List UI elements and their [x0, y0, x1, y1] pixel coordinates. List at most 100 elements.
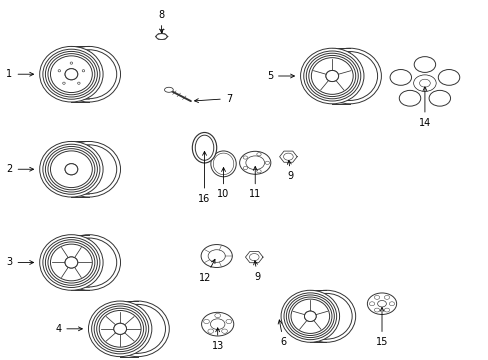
- Ellipse shape: [48, 242, 95, 283]
- Circle shape: [437, 69, 459, 85]
- Circle shape: [399, 90, 420, 106]
- Ellipse shape: [45, 51, 97, 97]
- Text: 5: 5: [266, 71, 294, 81]
- Circle shape: [413, 75, 435, 91]
- Ellipse shape: [50, 244, 92, 281]
- Ellipse shape: [48, 149, 95, 190]
- Ellipse shape: [195, 135, 213, 160]
- Ellipse shape: [78, 82, 80, 84]
- Ellipse shape: [325, 71, 338, 82]
- Circle shape: [208, 250, 225, 262]
- Circle shape: [384, 308, 389, 312]
- Circle shape: [374, 308, 379, 312]
- Ellipse shape: [43, 238, 100, 288]
- Text: 13: 13: [211, 328, 224, 351]
- Circle shape: [413, 75, 435, 91]
- Text: 6: 6: [278, 320, 286, 347]
- Ellipse shape: [116, 325, 124, 332]
- Circle shape: [388, 302, 394, 306]
- Ellipse shape: [97, 308, 143, 350]
- Ellipse shape: [300, 48, 363, 104]
- Circle shape: [428, 90, 449, 106]
- Ellipse shape: [65, 164, 78, 175]
- Ellipse shape: [94, 306, 146, 352]
- Circle shape: [249, 253, 259, 261]
- Ellipse shape: [288, 297, 331, 336]
- Ellipse shape: [65, 164, 78, 175]
- Ellipse shape: [114, 323, 126, 334]
- Text: 7: 7: [194, 94, 231, 104]
- Circle shape: [221, 329, 227, 333]
- Circle shape: [368, 302, 374, 306]
- Ellipse shape: [284, 293, 336, 340]
- Ellipse shape: [70, 62, 73, 64]
- Circle shape: [214, 314, 220, 318]
- Text: 3: 3: [6, 257, 34, 267]
- Circle shape: [413, 57, 435, 72]
- Circle shape: [283, 153, 293, 160]
- Text: 16: 16: [198, 152, 210, 204]
- Circle shape: [201, 312, 233, 336]
- Ellipse shape: [67, 71, 75, 78]
- Ellipse shape: [50, 56, 92, 93]
- Circle shape: [389, 69, 411, 85]
- Circle shape: [243, 156, 247, 159]
- Circle shape: [374, 296, 379, 299]
- Ellipse shape: [308, 55, 355, 96]
- Ellipse shape: [58, 70, 61, 72]
- Text: 8: 8: [158, 10, 164, 33]
- Ellipse shape: [290, 299, 329, 333]
- Ellipse shape: [99, 310, 141, 347]
- Ellipse shape: [43, 144, 100, 194]
- Text: 11: 11: [248, 166, 261, 199]
- Ellipse shape: [286, 295, 334, 338]
- Ellipse shape: [325, 71, 338, 82]
- Circle shape: [419, 79, 429, 87]
- Ellipse shape: [40, 46, 103, 102]
- Ellipse shape: [65, 69, 78, 80]
- Ellipse shape: [114, 323, 126, 334]
- Ellipse shape: [306, 313, 313, 320]
- Circle shape: [207, 329, 213, 333]
- Ellipse shape: [67, 259, 75, 266]
- Circle shape: [225, 319, 231, 324]
- Ellipse shape: [82, 70, 84, 72]
- Ellipse shape: [327, 72, 336, 80]
- Text: 1: 1: [6, 69, 34, 79]
- Ellipse shape: [40, 235, 103, 290]
- Ellipse shape: [48, 54, 95, 95]
- Text: 2: 2: [6, 164, 34, 174]
- Text: 9: 9: [253, 261, 260, 282]
- Circle shape: [243, 166, 247, 170]
- Ellipse shape: [40, 141, 103, 197]
- Circle shape: [210, 319, 224, 329]
- Ellipse shape: [164, 87, 173, 92]
- Ellipse shape: [213, 153, 233, 175]
- Circle shape: [203, 319, 209, 324]
- Ellipse shape: [192, 132, 216, 163]
- Text: 4: 4: [55, 324, 82, 334]
- Circle shape: [384, 296, 389, 299]
- Text: 14: 14: [418, 87, 430, 128]
- Ellipse shape: [67, 166, 75, 173]
- Text: 10: 10: [217, 167, 229, 199]
- Ellipse shape: [304, 311, 316, 321]
- Circle shape: [239, 151, 270, 174]
- Circle shape: [264, 161, 269, 165]
- Ellipse shape: [50, 151, 92, 188]
- Circle shape: [256, 170, 261, 173]
- Ellipse shape: [45, 147, 97, 192]
- Circle shape: [245, 156, 264, 170]
- Ellipse shape: [304, 311, 316, 321]
- Ellipse shape: [62, 82, 65, 84]
- Circle shape: [377, 301, 386, 307]
- Ellipse shape: [311, 58, 352, 94]
- Ellipse shape: [43, 49, 100, 99]
- Text: 9: 9: [287, 160, 293, 181]
- Ellipse shape: [45, 240, 97, 285]
- Circle shape: [256, 153, 261, 156]
- Text: 12: 12: [199, 259, 215, 283]
- Ellipse shape: [65, 69, 78, 80]
- Ellipse shape: [91, 304, 148, 354]
- Circle shape: [201, 244, 232, 267]
